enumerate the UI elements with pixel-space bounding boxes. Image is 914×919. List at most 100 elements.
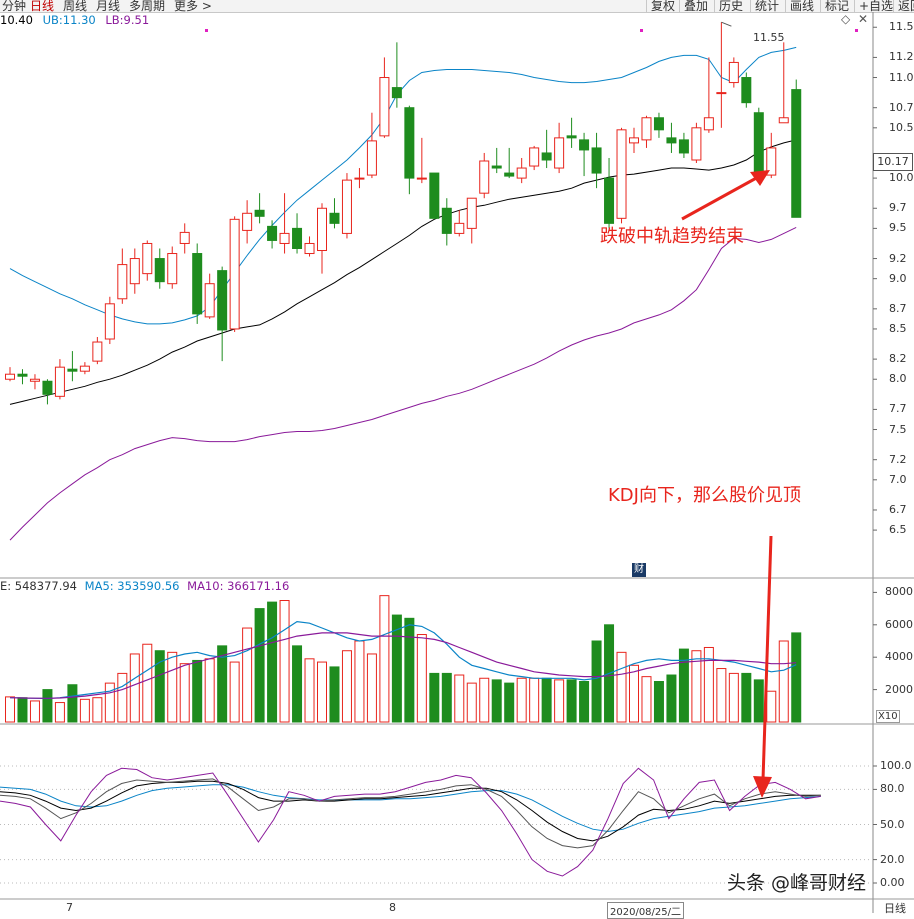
mark-button[interactable]: 标记 bbox=[820, 0, 849, 12]
volume-bar bbox=[641, 676, 652, 723]
candle-up bbox=[242, 212, 253, 231]
price-legend: 10.40 UB:11.30 LB:9.51 bbox=[0, 13, 149, 27]
close-icon[interactable]: ✕ bbox=[858, 12, 869, 26]
period-month-tab[interactable]: 月线 bbox=[96, 0, 121, 13]
volume-bar bbox=[242, 627, 253, 723]
volume-bar bbox=[703, 646, 714, 723]
volume-tick-label: 6000 bbox=[885, 617, 913, 631]
history-button[interactable]: 历史 bbox=[714, 0, 743, 12]
candle-down bbox=[591, 147, 602, 174]
mid-value: 10.40 bbox=[0, 13, 33, 27]
volume-bar bbox=[167, 651, 178, 723]
high-price-label: 11.55 bbox=[753, 31, 785, 44]
price-tick-label: 6.5 bbox=[889, 523, 907, 537]
volume-bar bbox=[579, 681, 590, 723]
candle-down bbox=[491, 165, 502, 169]
ub-band-line bbox=[9, 46, 797, 325]
volume-bar bbox=[304, 658, 315, 723]
volume-bar bbox=[504, 682, 515, 723]
volume-bar bbox=[716, 668, 727, 723]
lb-label: LB: bbox=[105, 13, 124, 27]
candle-down bbox=[217, 270, 228, 331]
volume-bar bbox=[416, 634, 427, 723]
event-dot bbox=[640, 29, 643, 32]
candle-down bbox=[678, 139, 689, 154]
finance-badge[interactable]: 财 bbox=[632, 563, 646, 577]
ub-value: 11.30 bbox=[62, 13, 96, 27]
candle-up bbox=[167, 253, 178, 285]
period-day-tab[interactable]: 日线 bbox=[30, 0, 55, 13]
volume-bar bbox=[341, 650, 352, 723]
adjust-button[interactable]: 复权 bbox=[646, 0, 675, 12]
price-tick-label: 10.5 bbox=[889, 120, 914, 134]
volume-layer bbox=[5, 595, 802, 723]
candle-up bbox=[117, 264, 128, 300]
candle-up bbox=[691, 127, 702, 161]
candle-down bbox=[753, 112, 764, 177]
diamond-icon[interactable]: ◇ bbox=[841, 12, 851, 26]
period-toolbar: 分钟 日线 周线 月线 多周期 更多 > 复权 叠加 历史 统计 画线 标记 +… bbox=[0, 0, 914, 13]
candle-up bbox=[279, 232, 290, 244]
period-multi-tab[interactable]: 多周期 bbox=[129, 0, 166, 13]
stats-button[interactable]: 统计 bbox=[750, 0, 779, 12]
event-dot bbox=[855, 29, 858, 32]
volume-bar bbox=[366, 653, 377, 723]
period-week-tab[interactable]: 周线 bbox=[63, 0, 88, 13]
candle-up bbox=[229, 218, 240, 330]
price-tick-label: 8.5 bbox=[889, 321, 907, 335]
lb-value: 9.51 bbox=[123, 13, 150, 27]
volume-bar bbox=[629, 664, 639, 723]
volume-bar bbox=[354, 640, 365, 723]
price-tick-label: 7.5 bbox=[889, 422, 907, 436]
volume-bar bbox=[329, 666, 340, 723]
candle-down bbox=[404, 107, 415, 179]
candle-up bbox=[778, 117, 789, 124]
draw-button[interactable]: 画线 bbox=[785, 0, 814, 12]
annotation-arrows bbox=[681, 170, 773, 798]
candle-down bbox=[541, 152, 552, 161]
price-tick-label: 8.2 bbox=[889, 352, 907, 366]
candle-up bbox=[379, 77, 390, 137]
volume-bar bbox=[29, 700, 40, 723]
candle-up bbox=[728, 61, 739, 84]
price-tick-label: 11.0 bbox=[889, 70, 914, 84]
volume-bar bbox=[117, 672, 128, 723]
volume-bar bbox=[454, 674, 465, 723]
price-tick-label: 10.7 bbox=[889, 100, 914, 114]
volume-tick-label: 2000 bbox=[885, 682, 913, 696]
candle-up bbox=[142, 242, 153, 275]
volume-bar bbox=[554, 679, 565, 723]
annotation-kdj-top: KDJ向下，那么股价见顶 bbox=[608, 485, 801, 506]
price-tick-label: 8.0 bbox=[889, 372, 907, 386]
candle-down bbox=[429, 172, 440, 219]
period-minute-tab[interactable]: 分钟 bbox=[2, 0, 27, 13]
price-tick-label: 9.7 bbox=[889, 201, 907, 215]
volume-bar bbox=[566, 679, 577, 723]
candle-up bbox=[354, 177, 365, 180]
volume-bar bbox=[691, 650, 702, 723]
candle-down bbox=[604, 177, 615, 224]
volume-bar bbox=[279, 600, 290, 723]
price-layer bbox=[5, 21, 858, 541]
volume-bar bbox=[317, 661, 327, 723]
price-tick-label: 6.7 bbox=[889, 502, 907, 516]
overlay-button[interactable]: 叠加 bbox=[679, 0, 708, 12]
volume-bar bbox=[17, 697, 28, 723]
candle-up bbox=[54, 366, 65, 397]
candle-down bbox=[254, 209, 265, 217]
period-more-tab[interactable]: 更多 > bbox=[174, 0, 212, 13]
current-price-tag: 10.17 bbox=[873, 153, 913, 171]
candle-up bbox=[341, 179, 352, 234]
kdj-tick-label: 20.0 bbox=[880, 852, 905, 866]
price-tick-label: 9.0 bbox=[889, 271, 907, 285]
month-mark-jul: 7 bbox=[66, 901, 73, 914]
add-watchlist-button[interactable]: +自选 bbox=[854, 0, 893, 12]
volume-bar bbox=[267, 601, 278, 723]
back-button[interactable]: 返回 bbox=[893, 0, 914, 12]
candle-down bbox=[17, 373, 28, 377]
candle-up bbox=[641, 117, 652, 141]
lb-band-line bbox=[9, 226, 797, 541]
arrow-break-mid-head bbox=[750, 170, 770, 186]
volume-legend: E: 548377.94 MA5: 353590.56 MA10: 366171… bbox=[0, 579, 289, 593]
